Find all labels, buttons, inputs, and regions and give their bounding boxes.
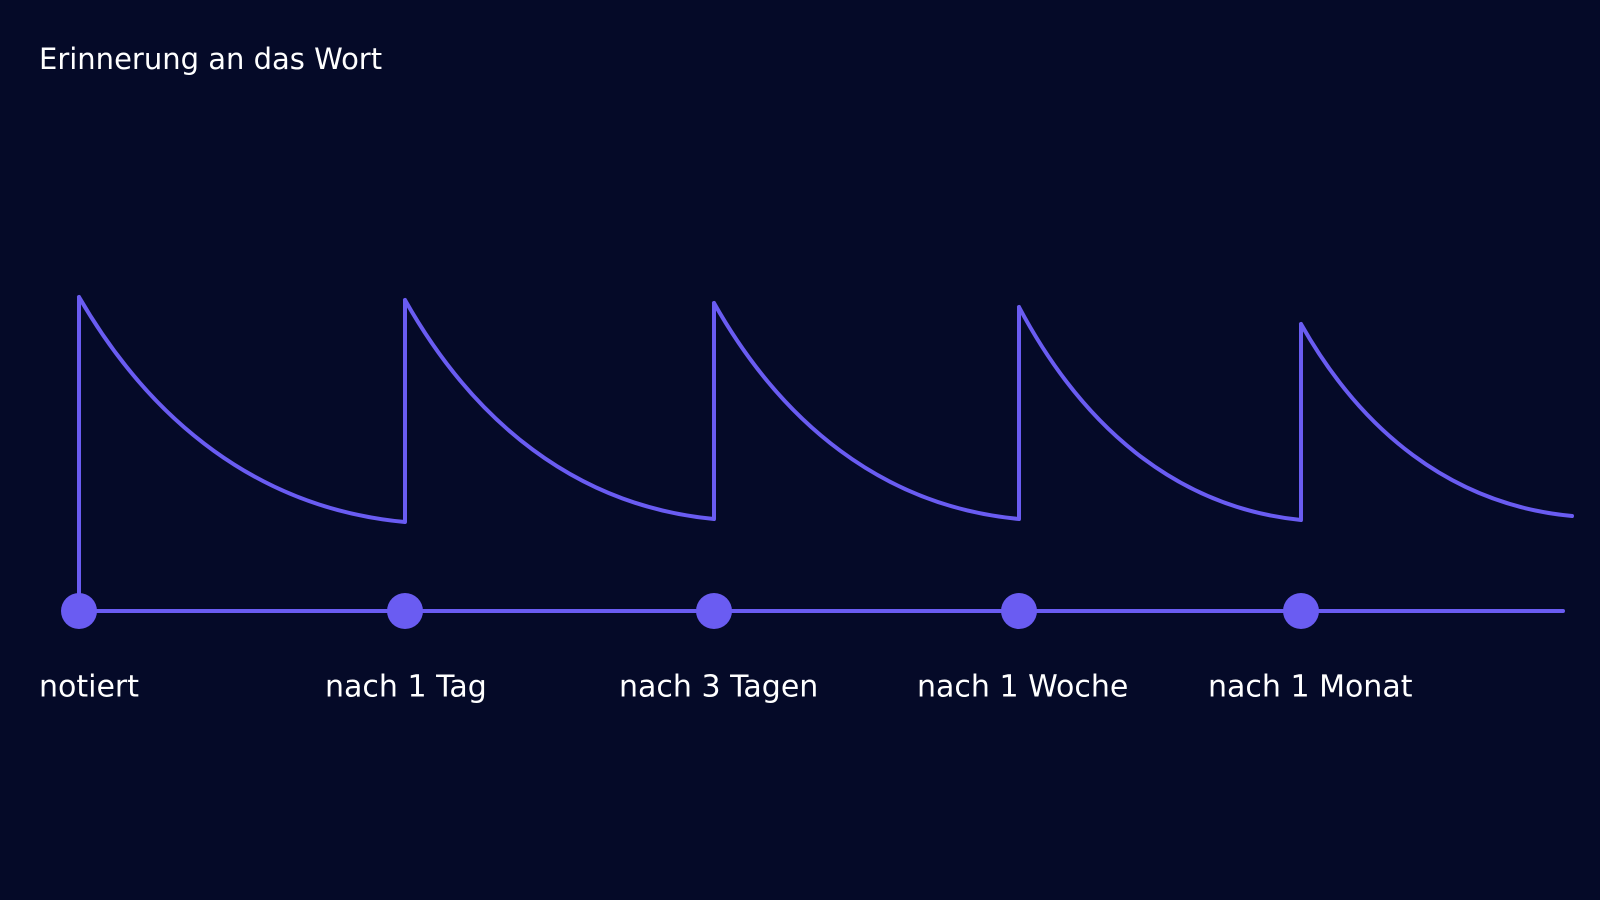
memory-curve <box>77 295 1574 613</box>
milestone-dot <box>1001 593 1037 629</box>
milestone-label: nach 1 Monat <box>1208 670 1413 705</box>
milestone-label: nach 1 Tag <box>325 670 487 705</box>
milestone-dot <box>696 593 732 629</box>
milestone-dot <box>1283 593 1319 629</box>
milestone-dot <box>61 593 97 629</box>
milestone-label: notiert <box>39 670 139 705</box>
title: Erinnerung an das Wort <box>39 42 382 76</box>
memory-curves <box>77 295 1574 613</box>
milestone-label: nach 1 Woche <box>917 670 1128 705</box>
milestone-dot <box>387 593 423 629</box>
timeline: notiert nach 1 Tag nach 3 Tagen nach 1 Woch… <box>39 593 1565 705</box>
milestone-label: nach 3 Tagen <box>619 670 818 705</box>
